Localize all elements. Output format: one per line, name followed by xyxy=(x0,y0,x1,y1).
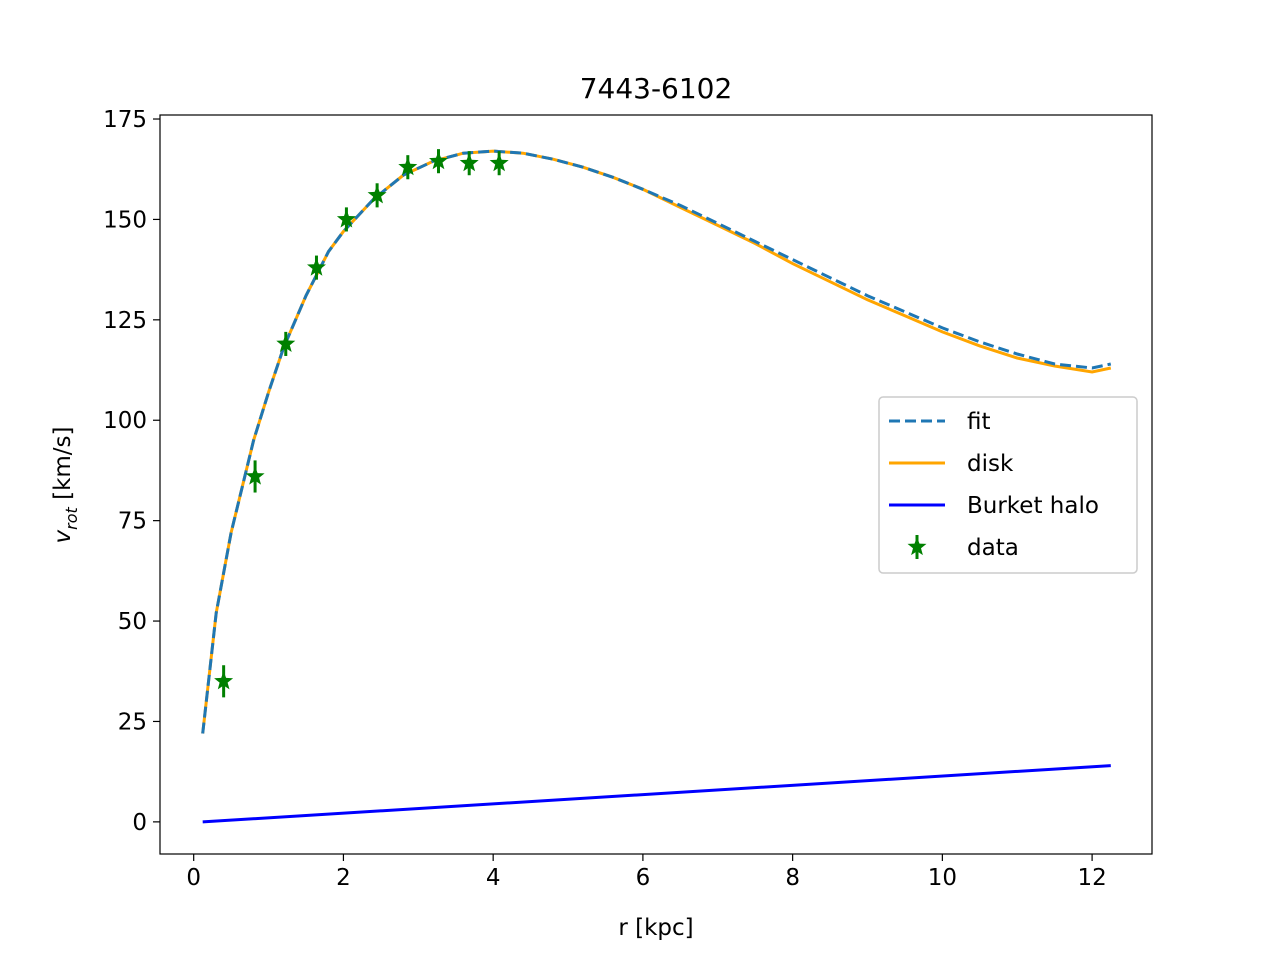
legend-label: fit xyxy=(967,409,991,435)
y-tick-label: 100 xyxy=(103,408,147,434)
data-point xyxy=(307,257,326,276)
legend-label: data xyxy=(967,535,1019,561)
data-point xyxy=(367,185,387,204)
data-point xyxy=(245,466,265,485)
y-tick-label: 175 xyxy=(103,107,147,133)
y-tick-label: 125 xyxy=(103,308,147,334)
y-axis: 0 25 50 75 100 125 150 175 xyxy=(103,107,160,836)
legend-box xyxy=(878,396,1138,574)
y-axis-label-var: v xyxy=(50,529,76,543)
chart-title: 7443-6102 xyxy=(580,72,733,105)
x-tick-label: 12 xyxy=(1077,865,1106,891)
data-point xyxy=(459,153,479,172)
data-point xyxy=(336,209,356,228)
x-tick-label: 10 xyxy=(928,865,957,891)
x-tick-label: 8 xyxy=(785,865,800,891)
legend-label: Burket halo xyxy=(967,493,1099,519)
y-axis-label-sub: rot xyxy=(62,507,81,530)
y-tick-label: 50 xyxy=(118,609,147,635)
x-axis: 0 2 4 6 8 10 12 xyxy=(186,854,1107,891)
y-axis-label-unit: [km/s] xyxy=(50,427,76,508)
data-point xyxy=(398,157,418,176)
x-tick-label: 6 xyxy=(636,865,651,891)
x-tick-label: 0 xyxy=(186,865,201,891)
x-axis-label: r [kpc] xyxy=(618,915,693,941)
x-tick-label: 2 xyxy=(336,865,351,891)
data-point xyxy=(276,333,296,352)
legend-label: disk xyxy=(967,451,1014,477)
y-tick-label: 75 xyxy=(118,509,147,535)
data-point xyxy=(429,151,448,170)
data-point xyxy=(489,153,509,172)
plot-area xyxy=(201,149,1112,824)
legend-swatch-marker xyxy=(907,537,927,556)
y-tick-label: 150 xyxy=(103,207,147,233)
y-tick-label: 0 xyxy=(132,810,147,836)
series-burket-halo xyxy=(202,764,1111,824)
plot-frame xyxy=(159,114,1153,855)
data-point xyxy=(214,671,234,690)
legend: fit disk Burket halo data xyxy=(878,396,1138,574)
x-tick-label: 4 xyxy=(486,865,501,891)
y-tick-label: 25 xyxy=(118,709,147,735)
y-axis-label: vrot [km/s] xyxy=(50,427,81,544)
